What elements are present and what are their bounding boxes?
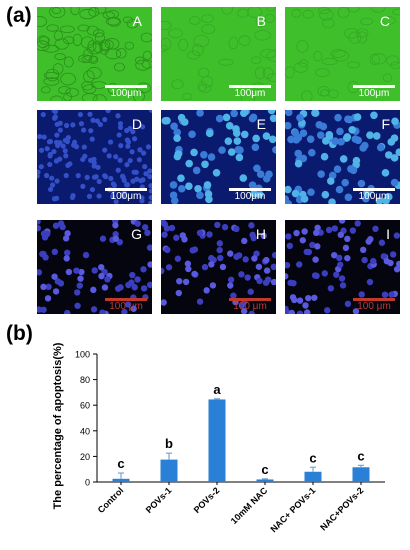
scale-bar-label: 100 μm — [357, 301, 391, 312]
micrograph-c: C 100μm — [285, 7, 400, 101]
panel-label-a: (a) — [6, 4, 32, 27]
significance-label: b — [165, 436, 173, 451]
scale-bar-label: 100μm — [358, 191, 390, 202]
significance-label: c — [357, 448, 364, 463]
micrograph-g: G 100 μm — [37, 220, 152, 314]
micrograph-letter: D — [131, 116, 142, 132]
micrograph-h: H 100 μm — [161, 220, 276, 314]
bar — [112, 478, 130, 482]
scale-bar-label: 100μm — [358, 88, 390, 99]
micrograph-b: B 100μm — [161, 7, 276, 101]
scale-bar — [105, 298, 147, 301]
bar — [256, 479, 274, 482]
bar — [160, 459, 178, 482]
scale-bar-label: 100μm — [110, 191, 142, 202]
scale-bar-label: 100μm — [234, 191, 266, 202]
scale-bar-label: 100μm — [110, 88, 142, 99]
micrograph-a: A 100μm — [37, 7, 152, 101]
micrograph-i: I 100 μm — [285, 220, 400, 314]
micrograph-letter: G — [131, 226, 142, 242]
micrograph-letter: E — [256, 116, 266, 132]
micrograph-letter: C — [379, 13, 390, 29]
significance-label: c — [261, 462, 268, 477]
x-tick-label: NAC+POVs-2 — [318, 485, 365, 532]
scale-bar — [229, 85, 271, 88]
scale-bar — [105, 188, 147, 191]
panel-label-b: (b) — [6, 322, 33, 345]
bar — [352, 467, 370, 482]
x-tick-label: POVs-2 — [192, 485, 222, 515]
y-axis-label: The percentage of apoptosis(%) — [52, 342, 64, 509]
scale-bar — [353, 298, 395, 301]
y-tick-label: 0 — [85, 478, 90, 488]
y-tick-label: 80 — [80, 375, 90, 385]
micrograph-d: D 100μm — [37, 110, 152, 204]
significance-label: a — [213, 382, 221, 397]
significance-label: c — [309, 450, 316, 465]
bar — [208, 399, 226, 482]
x-tick-label: POVs-1 — [144, 485, 174, 515]
scale-bar-label: 100μm — [234, 88, 266, 99]
scale-bar-label: 100 μm — [109, 301, 143, 312]
significance-label: c — [117, 456, 124, 471]
scale-bar — [353, 85, 395, 88]
scale-bar — [105, 85, 147, 88]
micrograph-letter: H — [255, 226, 266, 242]
scale-bar-label: 100 μm — [233, 301, 267, 312]
scale-bar — [353, 188, 395, 191]
x-tick-label: NAC+ POVs-1 — [268, 485, 317, 534]
x-tick-label: Control — [96, 485, 126, 515]
micrograph-letter: B — [256, 13, 266, 29]
micrograph-letter: I — [386, 226, 390, 242]
scale-bar — [229, 298, 271, 301]
micrograph-letter: F — [381, 116, 390, 132]
x-tick-label: 10mM NAC — [229, 485, 270, 526]
micrograph-f: F 100μm — [285, 110, 400, 204]
scale-bar — [229, 188, 271, 191]
y-tick-label: 100 — [75, 350, 90, 360]
y-tick-label: 40 — [80, 426, 90, 436]
micrograph-letter: A — [132, 13, 142, 29]
y-tick-label: 60 — [80, 401, 90, 411]
micrograph-e: E 100μm — [161, 110, 276, 204]
bar — [304, 471, 322, 482]
apoptosis-bar-chart: 0 20 40 60 80 100 The percentage of apoptosis(… — [52, 342, 385, 534]
y-tick-label: 20 — [80, 452, 90, 462]
